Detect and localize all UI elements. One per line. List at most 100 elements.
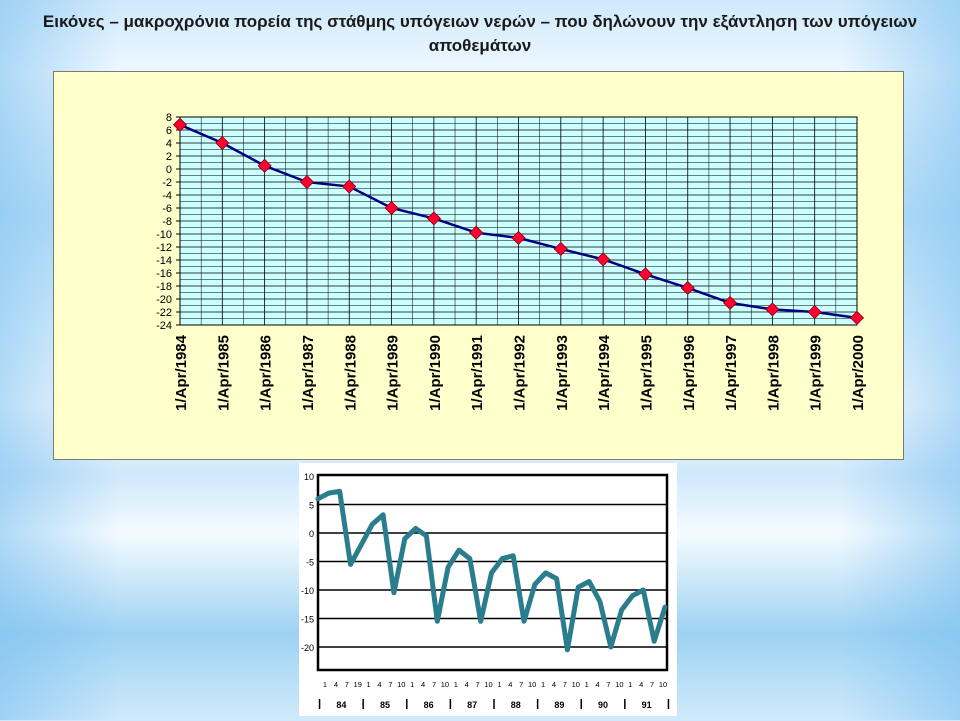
bottom-month-label: 4 — [639, 680, 643, 689]
y-tick-label: 6 — [166, 125, 172, 137]
x-tick-label: 1/Apr/1996 — [681, 335, 698, 411]
bottom-month-label: 7 — [388, 680, 392, 689]
bottom-month-label: 10 — [484, 680, 492, 689]
bottom-year-label: 86 — [424, 700, 434, 710]
data-point — [807, 304, 822, 320]
y-tick-label: -24 — [156, 320, 172, 332]
bottom-month-label: 10 — [615, 680, 623, 689]
y-tick-label: -14 — [156, 255, 172, 267]
x-tick-label: 1/Apr/2000 — [850, 335, 867, 411]
data-point — [469, 225, 484, 240]
data-point — [722, 295, 738, 310]
x-tick-label: 1/Apr/1991 — [469, 335, 486, 411]
bottom-month-label: 4 — [508, 680, 512, 689]
data-point — [849, 310, 865, 325]
data-point — [215, 135, 230, 151]
bottom-y-tick-label: -20 — [301, 643, 314, 653]
y-tick-label: 0 — [166, 164, 172, 176]
data-point — [596, 252, 611, 267]
data-point — [342, 179, 357, 194]
data-point — [172, 117, 188, 132]
bottom-month-label: 1 — [541, 680, 545, 689]
bottom-month-label: 7 — [519, 680, 523, 689]
y-tick-label: 4 — [166, 138, 172, 150]
bottom-month-label: 1 — [367, 680, 371, 689]
bottom-year-label: 84 — [336, 700, 346, 710]
slide-title: Εικόνες – μακροχρόνια πορεία της στάθμης… — [42, 12, 918, 55]
bottom-month-label: 4 — [377, 680, 381, 689]
bottom-y-tick-label: -15 — [301, 615, 314, 625]
top-chart-panel: 8 6 4 2 0 -2 -4 -6 -8 -10 -12 -14 -16 -18 -20 -22 -24 1/A… — [53, 71, 904, 460]
bottom-month-label: 4 — [552, 680, 556, 689]
x-tick-label: 1/Apr/1997 — [723, 335, 740, 411]
x-tick-label: 1/Apr/1995 — [638, 335, 655, 411]
bottom-y-tick-label: -5 — [306, 558, 314, 568]
y-tick-label: -16 — [156, 268, 172, 280]
bottom-year-label: 91 — [642, 700, 652, 710]
y-tick-label: -22 — [156, 307, 172, 319]
y-tick-label: -20 — [156, 294, 172, 306]
x-tick-label: 1/Apr/1989 — [385, 335, 402, 411]
bottom-y-tick-label: 5 — [309, 501, 314, 511]
bottom-month-label: 10 — [441, 680, 449, 689]
bottom-year-label: 88 — [511, 700, 521, 710]
y-tick-label: 8 — [166, 112, 172, 124]
bottom-month-label: 10 — [659, 680, 667, 689]
bottom-year-label: 89 — [554, 700, 564, 710]
bottom-month-label: 7 — [563, 680, 567, 689]
bottom-month-label: 1 — [454, 680, 458, 689]
bottom-month-label: 7 — [432, 680, 436, 689]
bottom-month-label: 7 — [345, 680, 349, 689]
bottom-series-line — [315, 488, 668, 653]
x-tick-label: 1/Apr/1992 — [512, 335, 529, 411]
data-point — [765, 302, 780, 317]
y-tick-label: -18 — [156, 281, 172, 293]
top-line-chart: 86420-2-4-6-8-10-12-14-16-18-20-22-241/A… — [156, 112, 867, 411]
x-tick-label: 1/Apr/1987 — [300, 335, 317, 411]
bottom-month-label: 4 — [421, 680, 425, 689]
x-tick-label: 1/Apr/1999 — [808, 335, 825, 411]
bottom-y-tick-label: 0 — [309, 529, 314, 539]
x-tick-label: 1/Apr/1988 — [342, 335, 359, 411]
bottom-month-label: 4 — [595, 680, 599, 689]
data-point — [426, 211, 441, 226]
bottom-year-label: 85 — [380, 700, 390, 710]
data-point — [299, 174, 315, 190]
x-tick-label: 1/Apr/1986 — [258, 335, 275, 411]
bottom-month-label: 1 — [628, 680, 632, 689]
y-tick-label: -6 — [162, 203, 172, 215]
bottom-month-label: 7 — [650, 680, 654, 689]
bottom-month-label: 10 — [397, 680, 405, 689]
data-point — [384, 200, 399, 216]
x-tick-label: 1/Apr/1985 — [215, 335, 232, 411]
bottom-month-label: 1 — [585, 680, 589, 689]
bottom-year-label: 90 — [598, 700, 608, 710]
y-tick-label: -8 — [162, 216, 172, 228]
x-tick-label: 1/Apr/1993 — [554, 335, 571, 411]
data-point — [511, 230, 526, 245]
bottom-month-label: 10 — [572, 680, 580, 689]
y-tick-label: 2 — [166, 151, 172, 163]
bottom-month-label: 1 — [410, 680, 414, 689]
bottom-y-tick-label: -10 — [301, 586, 314, 596]
bottom-month-label: 1 — [497, 680, 501, 689]
bottom-month-label: 7 — [606, 680, 610, 689]
bottom-year-label: 87 — [467, 700, 477, 710]
data-point — [257, 158, 272, 173]
bottom-month-label: 4 — [465, 680, 469, 689]
bottom-month-label: 19 — [354, 680, 362, 689]
bottom-y-tick-label: 10 — [304, 472, 314, 482]
bottom-chart-panel: 10 5 0 -5 -10 -15 -20 1 4 7 19 1 4 7 10 1 4 7 10 1 4 7 10 1 4 7 10… — [299, 463, 677, 716]
y-tick-label: -2 — [162, 177, 172, 189]
bottom-month-label: 1 — [323, 680, 327, 689]
data-point — [553, 241, 568, 257]
x-tick-label: 1/Apr/1994 — [596, 334, 613, 411]
x-tick-label: 1/Apr/1998 — [765, 335, 782, 411]
bottom-month-label: 10 — [528, 680, 536, 689]
y-tick-label: -4 — [162, 190, 172, 202]
y-tick-label: -10 — [156, 229, 172, 241]
bottom-month-label: 4 — [334, 680, 338, 689]
data-point — [638, 267, 653, 282]
x-tick-label: 1/Apr/1990 — [427, 335, 444, 411]
